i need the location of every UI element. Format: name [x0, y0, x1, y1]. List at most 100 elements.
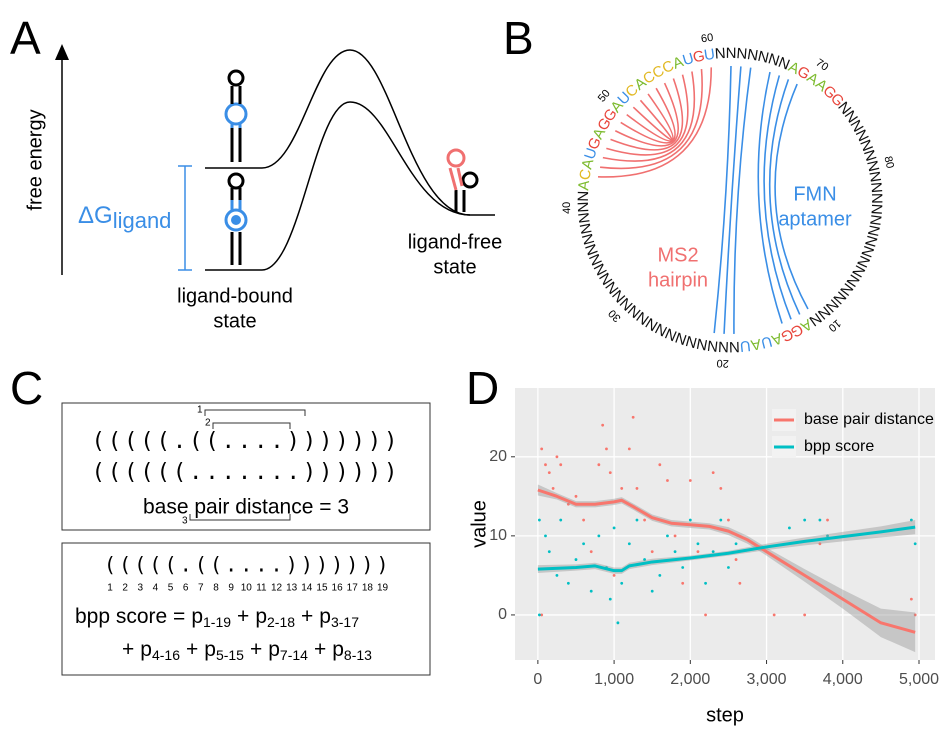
data-point [547, 471, 551, 475]
base-pair-arc [606, 74, 689, 156]
chart: 0 10 20 0 1,000 2,000 3,000 4,000 5,000 step value… [468, 388, 939, 726]
data-point [803, 518, 807, 522]
box [61, 402, 431, 531]
data-point [666, 534, 669, 538]
data-point [605, 447, 608, 451]
data-point [719, 487, 723, 490]
data-point [826, 518, 829, 522]
bpp-formula: + p4-16 + p5-15 + p7-14 + p8-13 [122, 638, 372, 663]
y-tick-label: 10 [489, 527, 507, 544]
base-pair-arc [768, 79, 801, 315]
rna-icon [224, 69, 248, 162]
position-tick: 80 [881, 155, 896, 170]
legend-label: base pair distance [804, 411, 934, 428]
nucleotide: N [582, 241, 602, 257]
data-point [711, 550, 715, 554]
nucleotide: U [581, 146, 601, 162]
nucleotide: N [746, 46, 759, 64]
base-pair-arc [597, 67, 713, 178]
data-point [734, 558, 738, 561]
nucleotide: N [714, 45, 726, 63]
x-tick-label: 4,000 [823, 671, 863, 688]
nucleotide: U [759, 332, 774, 351]
position-number: 6 [183, 583, 189, 594]
region-label: MS2 [657, 244, 698, 266]
delta-subscript: ligand [113, 208, 172, 233]
position-number: 19 [377, 583, 389, 594]
x-tick-label: 2,000 [670, 671, 710, 688]
nucleotide: G [691, 47, 706, 66]
position-number: 14 [301, 583, 313, 594]
data-point [913, 613, 917, 617]
rna-icon [446, 148, 479, 212]
position-number: 9 [228, 583, 234, 594]
bpp-formula: bpp score = p1-19 + p2-18 + p3-17 [75, 605, 359, 630]
data-point [620, 487, 624, 490]
delta-symbol: ΔG [78, 202, 113, 229]
energy-curve [205, 49, 495, 216]
term: 2-18 [267, 614, 295, 630]
data-point [650, 550, 654, 554]
symbol: p [191, 605, 203, 628]
nucleotide: N [861, 234, 880, 249]
data-point [696, 542, 700, 546]
data-point [559, 518, 563, 522]
position-tick: 60 [700, 32, 714, 46]
bpp-label: bpp score = [75, 605, 185, 628]
op: + [301, 605, 313, 628]
op: + [237, 605, 249, 628]
diff-label: 2 [205, 418, 211, 429]
panel-letter: C [10, 362, 43, 414]
position-numbers: 1 2 3 4 5 6 7 8 9 10 11 12 13 14 15 16 17 18 19 [107, 583, 388, 594]
smooth-line [537, 525, 916, 573]
position-number: 8 [213, 583, 219, 594]
data-point [727, 566, 730, 569]
data-point [643, 518, 646, 522]
data-point [574, 494, 578, 498]
symbol: p [204, 638, 216, 661]
data-point [688, 479, 692, 482]
nucleotide: N [718, 338, 730, 355]
base-pair-arc [599, 69, 703, 170]
term: 4-16 [152, 647, 180, 663]
base-pair-arc [774, 83, 809, 310]
data-point [616, 621, 620, 625]
nucleotide: N [579, 232, 598, 247]
x-tick-label: 1,000 [594, 671, 634, 688]
nucleotide: N [865, 170, 884, 183]
nucleotide: N [684, 332, 699, 351]
data-point [909, 518, 913, 522]
term: 8-13 [344, 647, 372, 663]
position-number: 5 [168, 583, 174, 594]
region-label: aptamer [778, 208, 852, 230]
nucleotide: N [766, 50, 781, 69]
data-point [589, 550, 593, 554]
nucleotide: N [575, 201, 593, 213]
position-tick: 50 [596, 87, 613, 104]
data-point [627, 447, 631, 451]
nucleotide: N [867, 203, 885, 215]
nucleotide: N [575, 211, 593, 224]
legend-label: bpp score [804, 438, 874, 455]
data-point [704, 581, 707, 585]
dot-bracket: (((((.((....))))))) [104, 553, 392, 577]
nucleotide: N [695, 334, 709, 353]
data-point [547, 550, 551, 554]
nucleotide: A [749, 335, 762, 354]
data-point [582, 518, 586, 522]
x-tick-label: 5,000 [899, 671, 939, 688]
data-point [589, 589, 593, 593]
data-point [734, 542, 738, 546]
state-label: ligand-free [408, 231, 503, 253]
data-point [574, 558, 578, 561]
x-tick-label: 3,000 [747, 671, 787, 688]
data-point [631, 415, 635, 419]
base-pair-arc [763, 75, 792, 320]
base-pair-arc [632, 99, 673, 141]
nucleotide: N [756, 48, 770, 67]
term: 5-15 [216, 647, 244, 663]
position-number: 17 [347, 583, 359, 594]
data-point [681, 581, 685, 585]
dot-bracket: ((((((.......)))))) [92, 460, 401, 485]
data-point [551, 487, 555, 490]
